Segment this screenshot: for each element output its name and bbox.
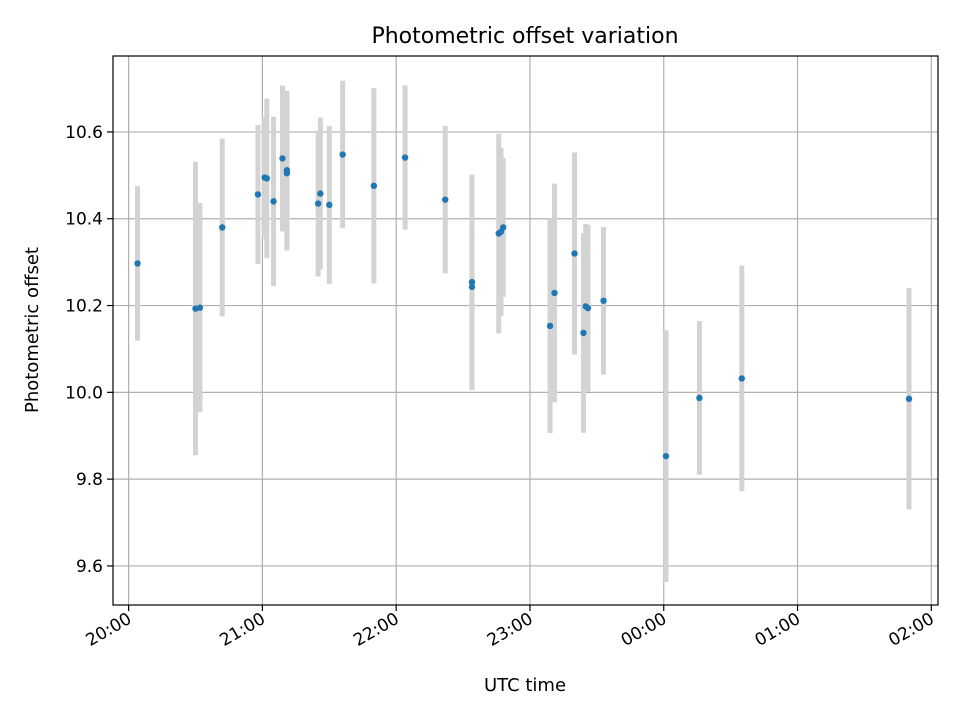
data-point [571,250,578,257]
data-point [314,200,322,207]
plot-frame [112,55,939,606]
data-point [219,224,226,231]
y-tick-label: 10.6 [65,123,103,143]
data-point [263,175,271,182]
data-point [600,297,607,304]
data-point [339,151,346,158]
data-point [580,329,587,337]
data-point [551,289,558,297]
data-point [696,394,703,402]
data-point [370,182,378,189]
data-points [134,151,913,460]
y-tick-label: 10.0 [65,383,103,403]
data-point [279,155,286,162]
data-point [401,154,409,161]
y-tick-label: 9.6 [76,557,103,577]
y-axis-ticks: 9.6 9.8 10.0 10.2 10.4 10.6 [65,123,113,577]
data-point [662,452,670,460]
data-point [283,169,291,177]
y-tick-label: 10.2 [65,297,103,317]
data-point [134,260,141,267]
data-point [905,395,913,403]
data-point [468,283,476,291]
data-point [270,198,277,205]
y-tick-label: 9.8 [76,470,103,490]
data-point [254,191,262,198]
data-point [196,304,204,311]
data-point [546,322,554,330]
data-point [500,224,507,231]
y-tick-label: 10.4 [65,210,103,230]
data-point [326,201,333,209]
x-axis-label: UTC time [484,675,566,696]
chart-title: Photometric offset variation [371,24,678,49]
data-point [442,196,449,203]
y-axis-label: Photometric offset [22,247,43,413]
data-point [317,190,324,197]
data-point [468,278,476,286]
data-point [738,375,745,382]
data-point [584,304,592,312]
